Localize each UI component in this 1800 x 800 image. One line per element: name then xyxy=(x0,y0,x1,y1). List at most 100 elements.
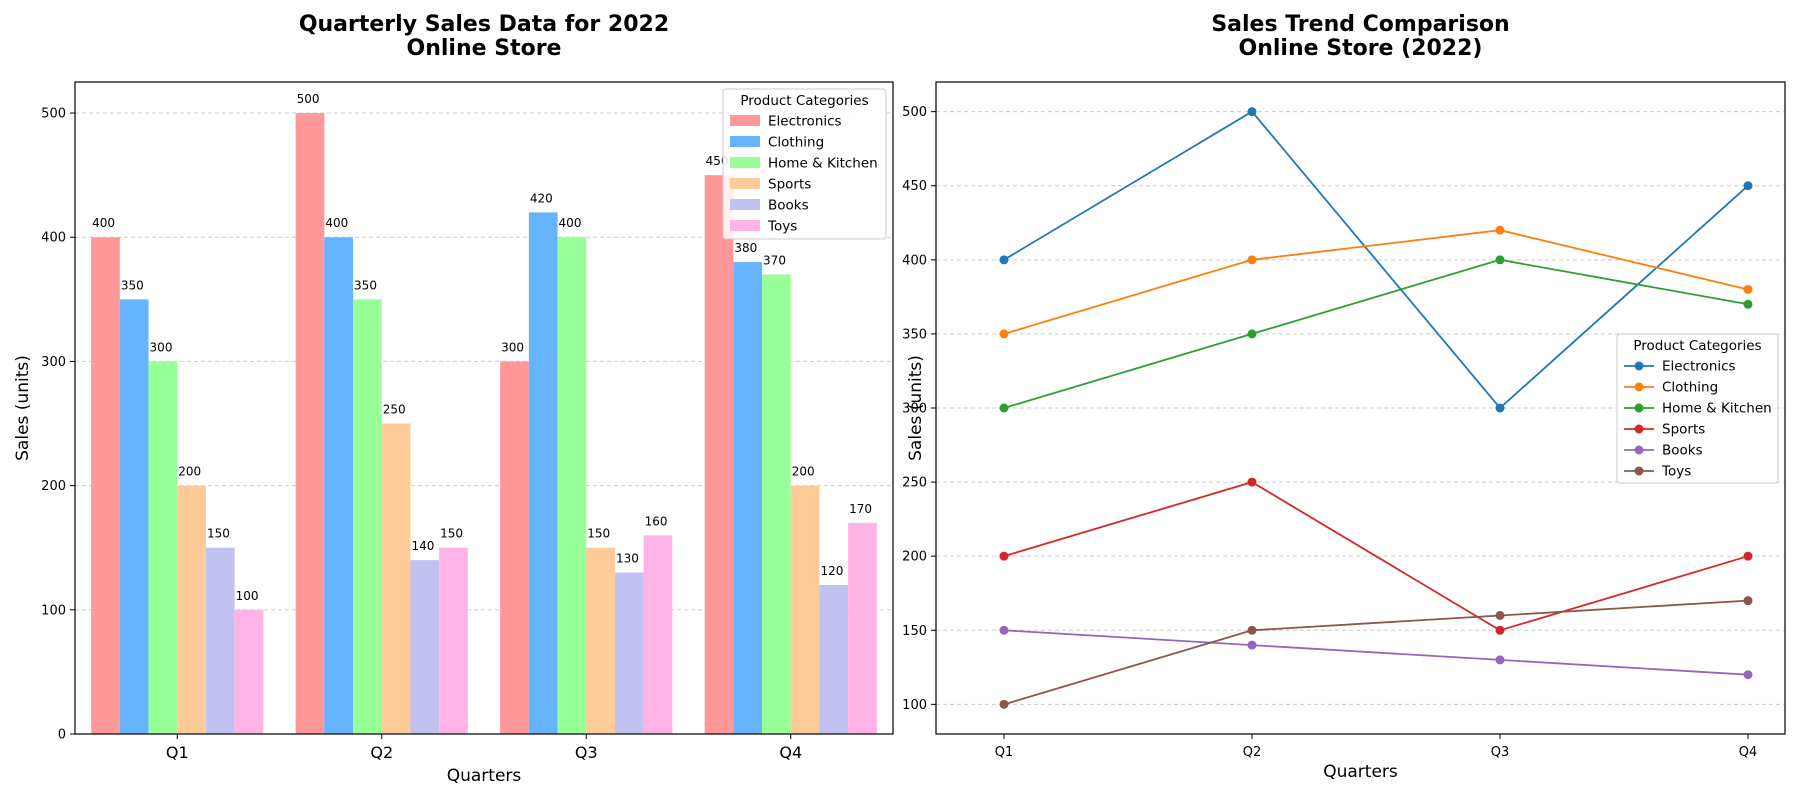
x-tick-label: Q4 xyxy=(1739,745,1758,760)
bar-value-label: 400 xyxy=(92,216,115,230)
y-tick-label: 250 xyxy=(902,476,927,491)
legend-marker-sports xyxy=(1634,424,1644,434)
series-line-clothing xyxy=(1003,229,1749,335)
bar-home-and-kitchen-q4 xyxy=(762,274,791,734)
y-tick-label: 400 xyxy=(902,253,927,268)
bar-books-q3 xyxy=(614,572,644,734)
bar-value-label: 200 xyxy=(792,465,815,479)
y-tick-label: 300 xyxy=(41,355,66,370)
line-chart-title-line: Online Store (2022) xyxy=(1239,36,1483,61)
legend-swatch-sports xyxy=(730,178,760,189)
legend-marker-electronics xyxy=(1634,361,1644,371)
point-home-and-kitchen-q2 xyxy=(1247,329,1257,339)
legend-swatch-electronics xyxy=(730,115,760,126)
bar-home-and-kitchen-q2 xyxy=(353,299,382,734)
bar-value-label: 420 xyxy=(530,191,553,205)
point-toys-q3 xyxy=(1495,610,1505,620)
series-line-home-and-kitchen xyxy=(1003,258,1749,409)
y-tick-label: 400 xyxy=(41,231,66,246)
y-tick-label: 300 xyxy=(902,402,927,417)
line-y-axis-label: Sales (units) xyxy=(906,355,926,461)
legend-marker-books xyxy=(1634,445,1644,455)
point-sports-q4 xyxy=(1743,551,1753,561)
bar-value-label: 160 xyxy=(645,514,668,528)
bar-x-axis-label: Quarters xyxy=(447,766,522,786)
point-electronics-q2 xyxy=(1247,107,1257,117)
bar-value-label: 370 xyxy=(763,253,786,267)
bar-value-label: 150 xyxy=(440,527,463,541)
bar-toys-q3 xyxy=(643,535,673,734)
legend-label-books: Books xyxy=(768,198,809,214)
bar-electronics-q4 xyxy=(704,175,734,735)
point-electronics-q3 xyxy=(1495,403,1505,413)
legend-label-home-and-kitchen: Home & Kitchen xyxy=(768,156,878,172)
bar-value-label: 120 xyxy=(820,564,843,578)
point-books-q1 xyxy=(999,625,1009,635)
bar-value-label: 400 xyxy=(325,216,348,230)
legend-swatch-books xyxy=(730,199,760,210)
legend-label-electronics: Electronics xyxy=(768,114,842,130)
legend-title: Product Categories xyxy=(740,93,868,109)
bar-legend: Product Categories Electronics Clothing Hom… xyxy=(722,88,887,240)
y-tick-label: 200 xyxy=(41,479,66,494)
bar-electronics-q2 xyxy=(295,113,325,735)
y-tick-label: 450 xyxy=(902,179,927,194)
series-line-sports xyxy=(1003,481,1749,632)
bar-value-label: 150 xyxy=(587,527,610,541)
legend-swatch-toys xyxy=(730,220,760,231)
legend-label-home-and-kitchen: Home & Kitchen xyxy=(1662,401,1772,417)
bar-home-and-kitchen-q3 xyxy=(557,237,587,734)
bar-toys-q2 xyxy=(439,547,468,734)
bar-plot-frame xyxy=(74,81,894,735)
bar-clothing-q2 xyxy=(324,237,354,734)
bar-value-label: 250 xyxy=(383,403,406,417)
bar-value-label: 400 xyxy=(559,216,582,230)
bar-sports-q3 xyxy=(586,547,615,734)
bar-value-label: 500 xyxy=(297,92,320,106)
bar-chart-title-line: Quarterly Sales Data for 2022 xyxy=(299,12,669,37)
point-books-q3 xyxy=(1495,655,1505,665)
point-clothing-q4 xyxy=(1743,284,1753,294)
legend-label-toys: Toys xyxy=(767,219,797,235)
bar-toys-q1 xyxy=(234,609,264,734)
bar-value-label: 350 xyxy=(121,278,144,292)
bar-sports-q2 xyxy=(381,423,411,734)
y-tick-label: 200 xyxy=(902,550,927,565)
legend-marker-toys xyxy=(1634,466,1644,476)
legend-label-sports: Sports xyxy=(1662,422,1705,438)
y-tick-label: 350 xyxy=(902,327,927,342)
bar-value-label: 150 xyxy=(207,527,230,541)
bar-y-axis-label: Sales (units) xyxy=(13,355,33,461)
bar-books-q4 xyxy=(819,584,849,734)
point-toys-q4 xyxy=(1743,596,1753,606)
point-home-and-kitchen-q3 xyxy=(1495,255,1505,265)
y-tick-label: 500 xyxy=(41,107,66,122)
legend-label-electronics: Electronics xyxy=(1662,359,1736,375)
bar-sports-q4 xyxy=(790,485,820,734)
x-tick-label: Q2 xyxy=(370,743,393,762)
x-tick-label: Q4 xyxy=(779,743,802,762)
point-home-and-kitchen-q1 xyxy=(999,403,1009,413)
x-tick-label: Q2 xyxy=(1243,745,1262,760)
line-plot-frame xyxy=(935,81,1786,735)
bar-electronics-q3 xyxy=(500,361,529,734)
point-sports-q1 xyxy=(999,551,1009,561)
bar-chart-title-line: Online Store xyxy=(407,36,562,61)
legend-title: Product Categories xyxy=(1633,338,1761,354)
bar-value-label: 300 xyxy=(501,340,524,354)
bar-toys-q4 xyxy=(848,522,877,734)
bar-value-label: 350 xyxy=(354,278,377,292)
line-legend: Product Categories Electronics Clothing Hom… xyxy=(1616,333,1779,484)
point-electronics-q4 xyxy=(1743,181,1753,191)
line-chart-title-line: Sales Trend Comparison xyxy=(1211,12,1509,37)
bar-value-label: 140 xyxy=(411,539,434,553)
bar-value-label: 380 xyxy=(734,241,757,255)
x-tick-label: Q1 xyxy=(995,745,1014,760)
legend-label-books: Books xyxy=(1662,443,1703,459)
bar-value-label: 170 xyxy=(849,502,872,516)
bar-books-q1 xyxy=(205,547,235,734)
legend-label-sports: Sports xyxy=(768,177,811,193)
